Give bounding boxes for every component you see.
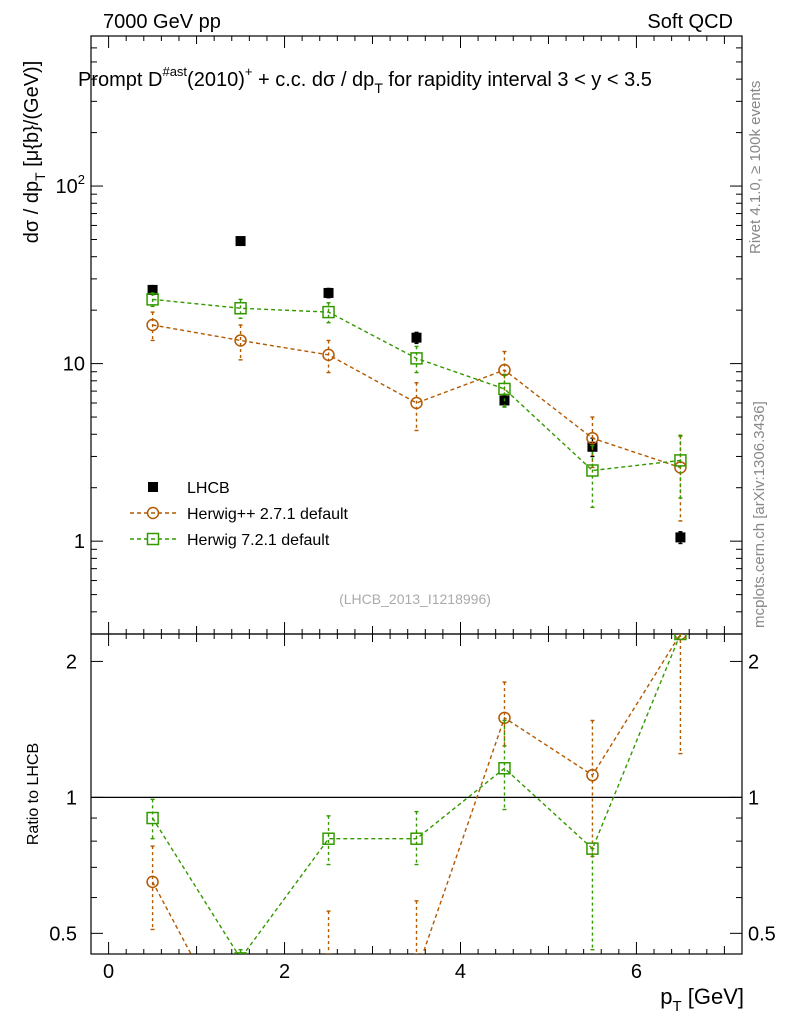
ratio-x-tick-label: 6 xyxy=(631,961,642,983)
ratio-y-tick-label-left: 2 xyxy=(66,651,77,673)
ratio-plot-frame xyxy=(90,633,743,955)
ratio-x-tick-label: 2 xyxy=(279,961,290,983)
ratio-x-tick-label: 0 xyxy=(103,961,114,983)
herwig-7-2-1-default-point xyxy=(146,293,159,306)
ratio-herwig-7-2-1-default-line xyxy=(151,634,682,954)
ratio-y-tick-label-left: 0.5 xyxy=(49,923,77,945)
ratio-herwig-7-2-1-default-point xyxy=(322,832,335,845)
lhcb-point xyxy=(323,287,334,298)
lhcb-point xyxy=(147,284,158,295)
ratio-herwig-7-2-1-default-point xyxy=(410,832,423,845)
main-y-tick-label: 1 xyxy=(74,531,85,553)
ratio-y-tick-label-left: 1 xyxy=(66,787,77,809)
legend-herwig-2-7-1-default-marker xyxy=(146,506,160,520)
ratio-herwig-7-2-1-default-point xyxy=(586,842,599,855)
ratio-axis-ticks: 0 2 4 6 0.5 0.5 1 1 2 2 xyxy=(49,634,776,983)
main-title: Prompt D#ast(2010)+ + c.c. dσ / dpT for … xyxy=(78,64,652,96)
legend-herwig-7-2-1-default-label: Herwig 7.2.1 default xyxy=(187,532,330,549)
ratio-series-layer xyxy=(146,634,687,978)
rivet-version-label: Rivet 4.1.0, ≥ 100k events xyxy=(747,81,764,254)
source-label: mcplots.cern.ch [arXiv:1306.3436] xyxy=(751,401,768,628)
analysis-watermark: (LHCB_2013_I1218996) xyxy=(339,591,491,607)
herwig-2-7-1-default-point xyxy=(586,431,599,445)
legend-lhcb-marker xyxy=(148,482,158,492)
main-y-tick-label: 10 xyxy=(63,354,85,376)
legend-herwig-2-7-1-default-label: Herwig++ 2.7.1 default xyxy=(187,506,349,523)
herwig-7-2-1-default-point xyxy=(410,352,423,365)
ratio-y-axis-label: Ratio to LHCB xyxy=(25,743,42,845)
herwig-7-2-1-default-point xyxy=(674,454,687,467)
main-series-layer xyxy=(146,236,687,545)
ratio-y-tick-label-right: 0.5 xyxy=(748,923,776,945)
legend: LHCB Herwig++ 2.7.1 default Herwig 7.2.1 d… xyxy=(130,480,349,549)
herwig-2-7-1-default-line xyxy=(152,324,681,469)
herwig-7-2-1-default-point xyxy=(234,302,247,315)
herwig-2-7-1-default-point xyxy=(410,396,423,410)
herwig-7-2-1-default-point xyxy=(498,382,511,396)
main-axis-ticks: 1 10 102 xyxy=(56,35,742,635)
legend-herwig-7-2-1-default-marker xyxy=(146,532,160,546)
ratio-herwig-2-7-1-default-point xyxy=(586,768,599,782)
main-y-tick-label: 102 xyxy=(56,172,85,198)
ratio-clipped-group xyxy=(146,634,687,978)
ratio-herwig-2-7-1-default-point xyxy=(323,957,334,968)
herwig-2-7-1-default-point xyxy=(234,334,247,347)
ratio-herwig-7-2-1-default-point xyxy=(674,634,687,641)
header-left: 7000 GeV pp xyxy=(103,11,221,33)
lhcb-point xyxy=(235,236,246,247)
lhcb-point xyxy=(411,332,422,343)
ratio-herwig-7-2-1-default-point xyxy=(234,952,247,954)
legend-lhcb-label: LHCB xyxy=(187,480,230,497)
ratio-herwig-2-7-1-default-point xyxy=(146,875,159,889)
ratio-herwig-2-7-1-default-line xyxy=(151,634,682,954)
x-axis-label: pT [GeV] xyxy=(660,984,744,1015)
ratio-herwig-7-2-1-default-point xyxy=(146,811,159,825)
lhcb-point xyxy=(675,532,686,543)
ratio-y-tick-label-right: 1 xyxy=(748,787,759,809)
main-y-axis-label: dσ / dpT [μ{b}/(GeV)] xyxy=(21,61,48,244)
ratio-x-tick-label: 4 xyxy=(455,961,466,983)
ratio-herwig-7-2-1-default-point xyxy=(498,762,511,775)
herwig-2-7-1-default-point xyxy=(146,318,159,332)
herwig-2-7-1-default-point xyxy=(322,348,335,362)
ratio-y-tick-label-right: 2 xyxy=(748,651,759,673)
herwig-7-2-1-default-point xyxy=(322,305,335,319)
herwig-7-2-1-default-point xyxy=(586,464,599,477)
herwig-7-2-1-default-line xyxy=(152,298,681,472)
header-right: Soft QCD xyxy=(647,11,733,33)
ratio-herwig-2-7-1-default-point xyxy=(411,967,422,978)
